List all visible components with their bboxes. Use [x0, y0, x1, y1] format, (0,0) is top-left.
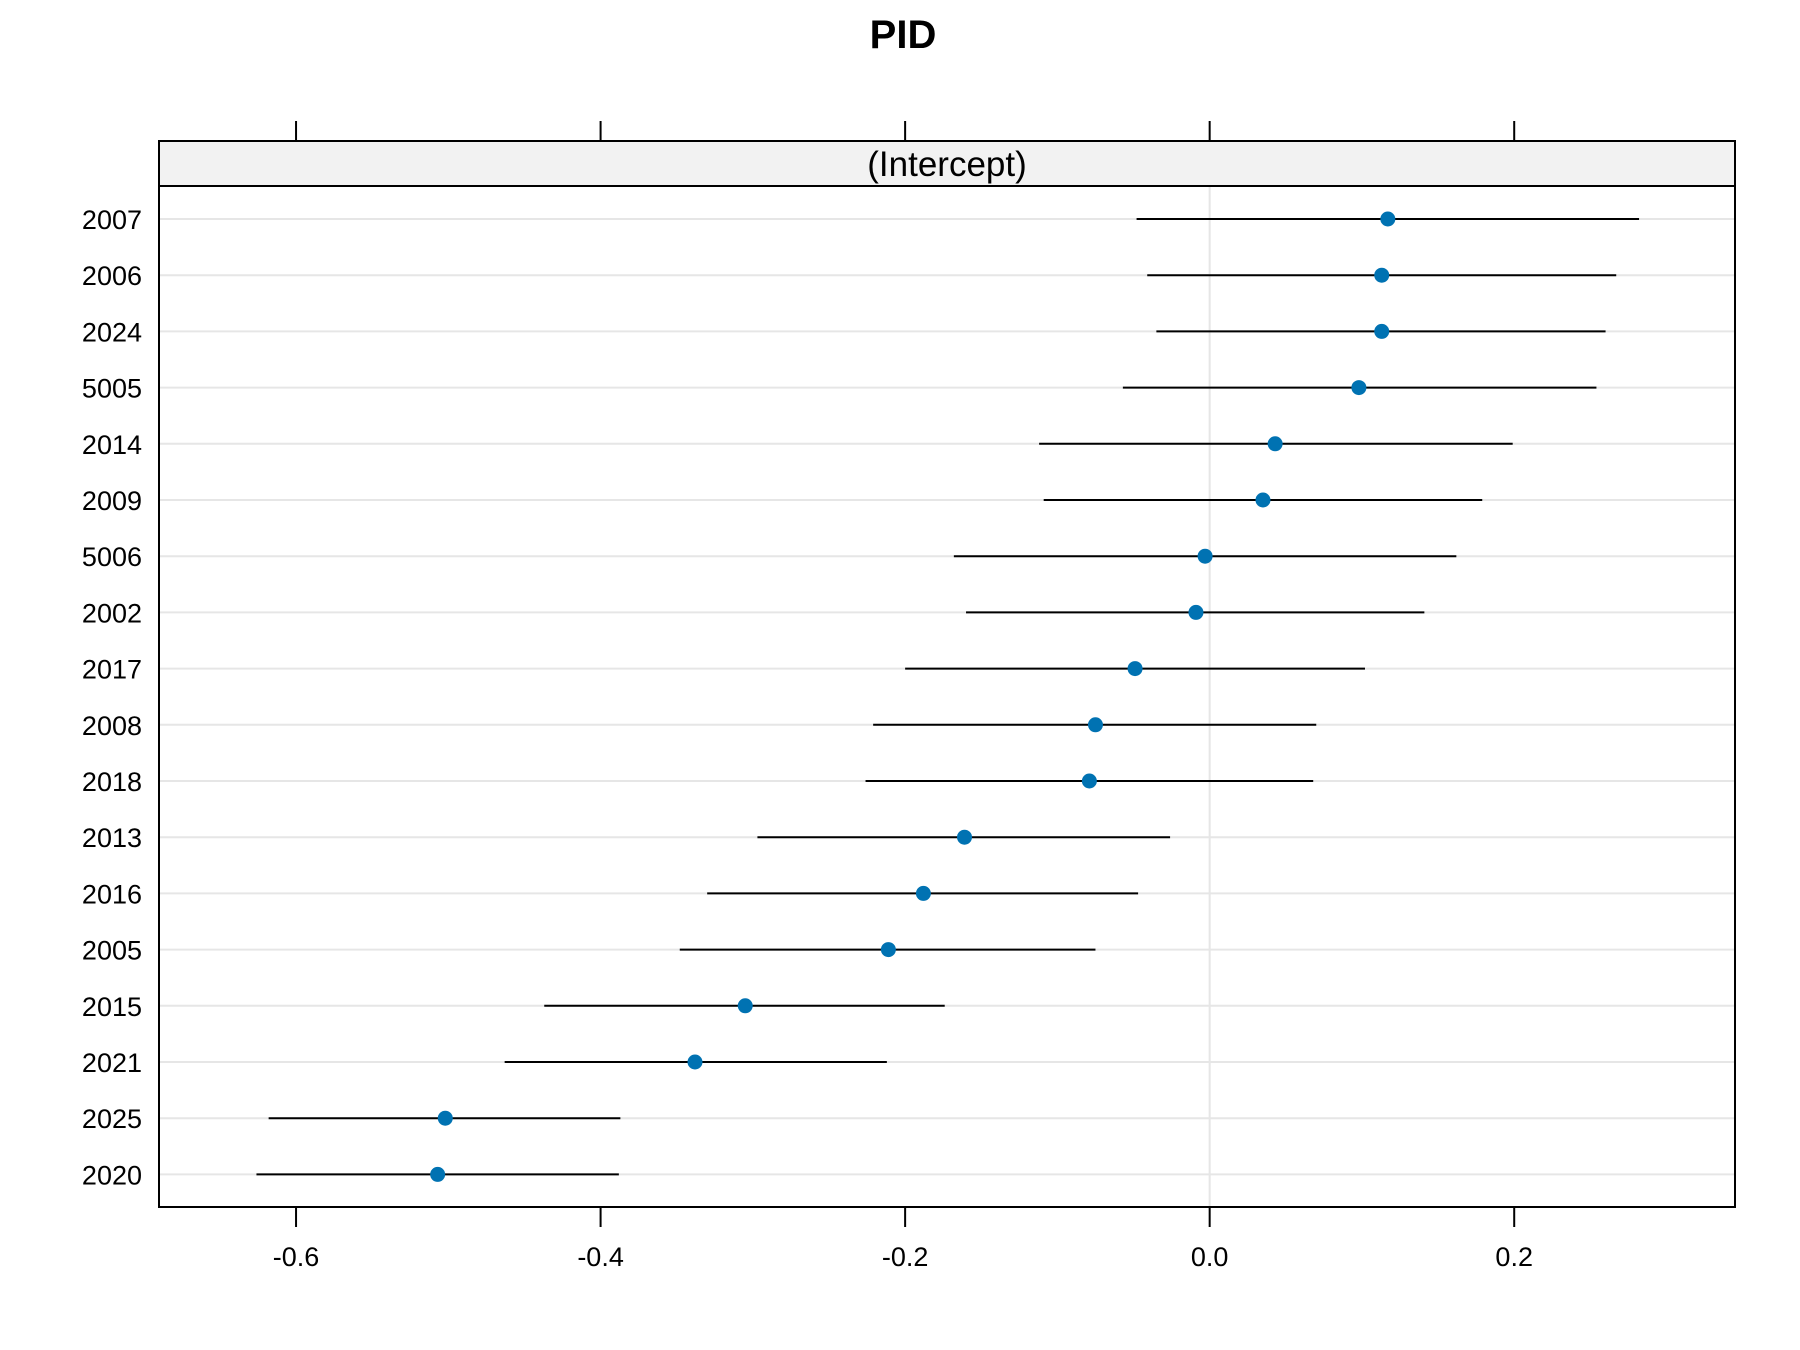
estimate-point-2014 — [1267, 436, 1283, 452]
x-tick-label: -0.2 — [882, 1242, 929, 1272]
estimate-point-5005 — [1351, 380, 1367, 396]
x-tick-label: -0.4 — [577, 1242, 624, 1272]
estimate-point-2018 — [1081, 773, 1097, 789]
plot-panel: 2007 2006 2024 5005 2014 2009 5006 2002 2017 2008… — [82, 121, 1736, 1272]
estimate-point-2005 — [880, 942, 896, 958]
estimate-point-2006 — [1374, 267, 1390, 283]
y-tick-label: 2025 — [82, 1104, 142, 1134]
y-tick-label: 2013 — [82, 823, 142, 853]
y-tick-label: 5006 — [82, 542, 142, 572]
y-tick-label: 2009 — [82, 486, 142, 516]
estimate-point-2021 — [687, 1054, 703, 1070]
y-tick-label: 2014 — [82, 430, 142, 460]
estimate-point-2008 — [1087, 717, 1103, 733]
estimate-point-2013 — [957, 829, 973, 845]
estimate-point-2016 — [915, 885, 931, 901]
x-tick-label: 0.2 — [1495, 1242, 1533, 1272]
y-tick-label: 2008 — [82, 711, 142, 741]
estimate-point-2024 — [1374, 323, 1390, 339]
y-tick-label: 2005 — [82, 936, 142, 966]
estimate-point-2009 — [1255, 492, 1271, 508]
chart-title: PID — [870, 13, 937, 57]
y-tick-label: 2020 — [82, 1160, 142, 1190]
y-tick-label: 2017 — [82, 655, 142, 685]
estimate-point-2002 — [1188, 604, 1204, 620]
y-tick-label: 2006 — [82, 261, 142, 291]
y-tick-label: 2002 — [82, 598, 142, 628]
y-tick-label: 5005 — [82, 374, 142, 404]
y-tick-label: 2016 — [82, 879, 142, 909]
x-tick-label: 0.0 — [1191, 1242, 1229, 1272]
estimate-point-5006 — [1197, 548, 1213, 564]
y-tick-label: 2007 — [82, 205, 142, 235]
estimate-point-2020 — [430, 1166, 446, 1182]
y-tick-label: 2018 — [82, 767, 142, 797]
estimate-point-2007 — [1380, 211, 1396, 227]
y-tick-label: 2015 — [82, 992, 142, 1022]
panel-border — [158, 140, 1736, 1208]
estimate-point-2025 — [437, 1110, 453, 1126]
x-tick-label: -0.6 — [273, 1242, 320, 1272]
estimate-point-2015 — [737, 998, 753, 1014]
strip-label: (Intercept) — [867, 145, 1027, 184]
y-tick-label: 2021 — [82, 1048, 142, 1078]
y-tick-label: 2024 — [82, 317, 142, 347]
estimate-point-2017 — [1127, 661, 1143, 677]
